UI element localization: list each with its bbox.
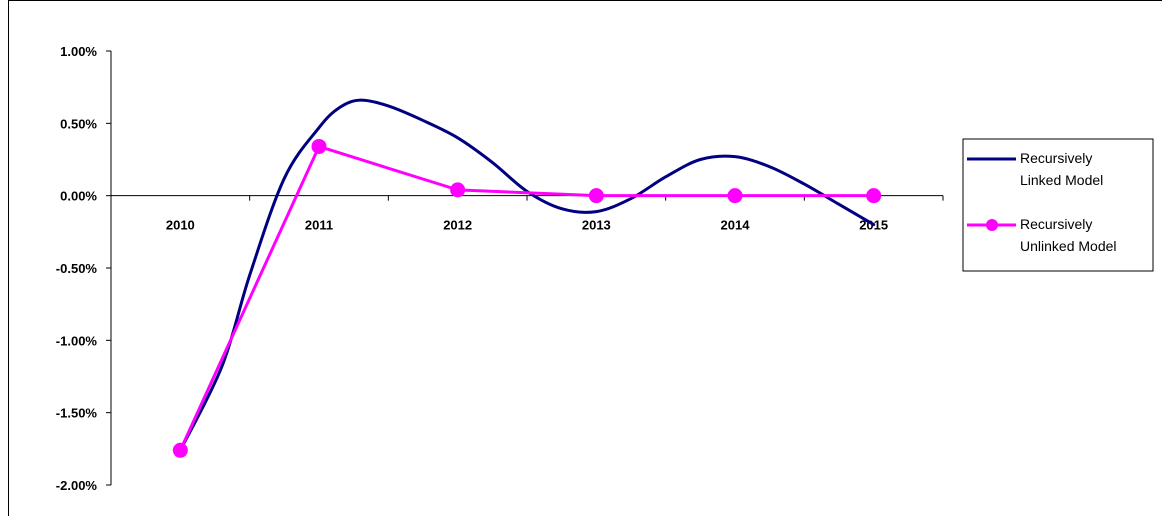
y-tick-label: -0.50% [56,261,98,276]
y-tick-label: -1.00% [56,333,98,348]
legend: Recursively Linked Model Recursively Unlink… [962,138,1154,272]
x-tick-label: 2012 [443,218,472,233]
x-tick-label: 2011 [305,218,333,233]
y-tick-label: 1.00% [60,44,97,59]
series-2-point [450,182,466,198]
legend-marker-2 [986,219,998,231]
legend-label-2: Recursively [1020,216,1092,232]
series-2-point [172,442,188,458]
x-tick-label: 2014 [721,218,751,233]
series-2-point [588,188,604,204]
y-tick-label: 0.00% [60,189,97,204]
legend-box [962,138,1154,272]
line-chart: 1.00% 0.50% 0.00% -0.50% -1.00% -1.50% -2.00% 2… [56,44,1154,493]
legend-label-1: Linked Model [1020,172,1103,188]
axes: 1.00% 0.50% 0.00% -0.50% -1.00% -1.50% -2.00% 2… [56,44,944,493]
legend-label-2: Unlinked Model [1020,238,1117,254]
series-line-2 [178,144,876,452]
series-line-1 [178,98,876,452]
y-tick-label: -2.00% [56,478,98,493]
y-tick-label: -1.50% [56,406,98,421]
y-tick-label: 0.50% [60,116,97,131]
legend-label-1: Recursively [1020,150,1092,166]
series-2-point [866,188,882,204]
series-layer [172,98,882,458]
series-2-point [311,138,327,154]
x-tick-label: 2010 [166,218,195,233]
series-2-point [727,188,743,204]
x-tick-label: 2013 [582,218,611,233]
chart-area: 1.00% 0.50% 0.00% -0.50% -1.00% -1.50% -2.00% 2… [8,0,1162,516]
